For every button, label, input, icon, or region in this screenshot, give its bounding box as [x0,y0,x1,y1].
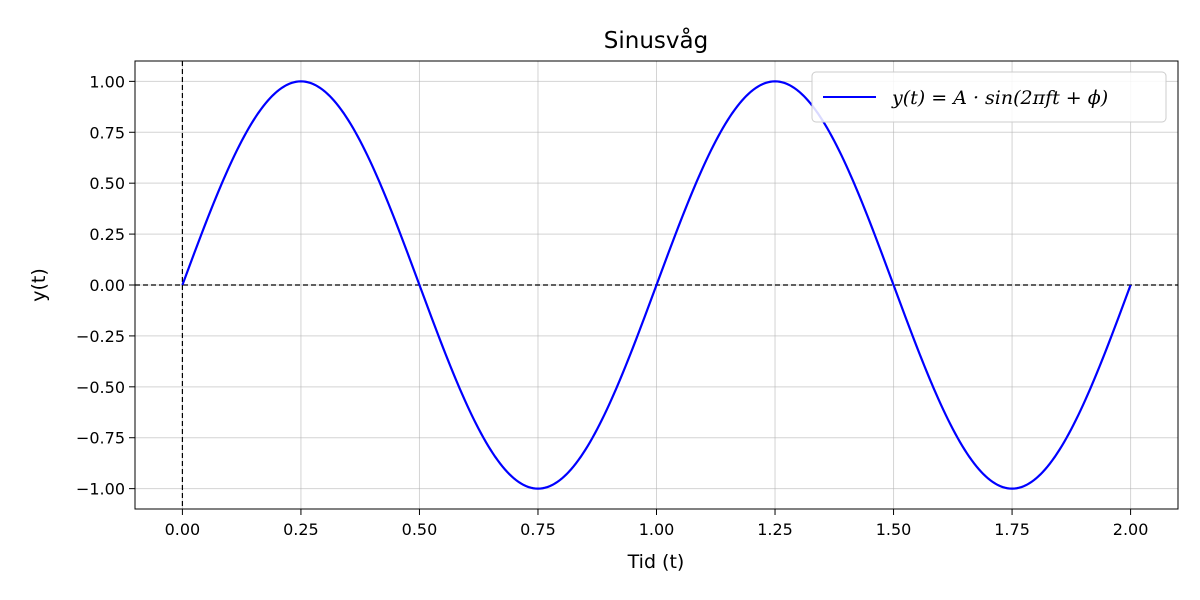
legend-label: y(t) = A · sin(2πft + ϕ) [891,87,1108,109]
y-axis-title: y(t) [28,268,50,302]
y-tick-label-0: 1.00 [89,72,125,91]
x-tick-label-2: 0.50 [402,520,438,539]
y-tick-label-3: 0.25 [89,225,125,244]
x-tick-label-4: 1.00 [639,520,675,539]
legend-box [811,71,1167,123]
y-tick-label-7: −0.75 [76,429,125,448]
chart-title: Sinusvåg [604,26,708,54]
x-tick-label-5: 1.25 [757,520,793,539]
x-tick-label-0: 0.00 [165,520,201,539]
y-tick-label-8: −1.00 [76,480,125,499]
x-tick-label-1: 0.25 [283,520,319,539]
legend: y(t) = A · sin(2πft + ϕ) [811,71,1167,123]
y-tick-label-2: 0.50 [89,174,125,193]
y-tick-label-5: −0.25 [76,327,125,346]
x-tick-label-8: 2.00 [1113,520,1149,539]
x-tick-label-7: 1.75 [994,520,1030,539]
x-tick-label-3: 0.75 [520,520,556,539]
x-axis-ticks: 0.00 0.25 0.50 0.75 1.00 1.25 1.50 1.75 2.00 [165,509,1149,539]
series-layer [181,80,1132,490]
y-tick-label-1: 0.75 [89,123,125,142]
y-axis-ticks: 1.00 0.75 0.50 0.25 0.00 −0.25 −0.50 −0.75 −1.00 [76,72,135,499]
x-axis-title: Tid (t) [627,551,685,573]
y-tick-label-6: −0.50 [76,378,125,397]
series-line-0 [181,80,1132,490]
y-tick-label-4: 0.00 [89,276,125,295]
x-tick-label-6: 1.50 [876,520,912,539]
